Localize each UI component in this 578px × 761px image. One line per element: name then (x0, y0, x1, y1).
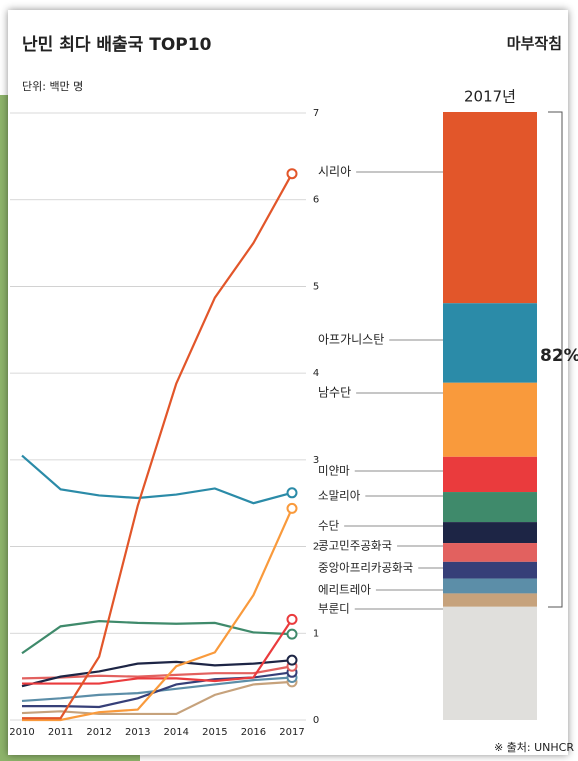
bar-label: 콩고민주공화국 (318, 539, 392, 553)
bar-label: 아프가니스탄 (318, 333, 384, 347)
bar-segment (443, 492, 537, 523)
chart-title: 난민 최다 배출국 TOP10 (22, 35, 212, 55)
bar-label: 남수단 (318, 386, 351, 400)
bar-segment (443, 561, 537, 579)
line (22, 618, 293, 685)
bar-segment (443, 543, 537, 562)
bracket (548, 111, 563, 608)
x-tick-label: 2012 (86, 727, 111, 738)
bar-label: 부룬디 (318, 602, 350, 616)
bar-segment (443, 578, 537, 594)
end-marker (286, 168, 298, 180)
line (22, 507, 294, 722)
share-label: 82% (540, 346, 578, 366)
source: ※ 출처: UNHCR (494, 741, 574, 754)
bar-label: 중앙아프리카공화국 (318, 561, 413, 575)
y-tick-label: 6 (313, 195, 319, 206)
line (21, 454, 293, 505)
line (21, 665, 293, 680)
x-tick-label: 2016 (241, 727, 266, 738)
bar-label: 수단 (318, 519, 340, 533)
x-tick-label: 2013 (125, 727, 150, 738)
bar-segment (443, 606, 537, 720)
end-marker (286, 487, 298, 499)
end-marker (286, 502, 298, 514)
y-tick-label: 2 (313, 542, 319, 553)
y-tick-label: 3 (313, 455, 319, 466)
bar-label: 시리아 (318, 165, 351, 179)
x-tick-label: 2010 (9, 727, 34, 738)
logo: 마부작침 (507, 35, 562, 53)
subtitle: 단위: 백만 명 (22, 80, 83, 93)
bar-label: 미얀마 (318, 464, 350, 478)
bar-segment (443, 382, 537, 457)
line (21, 680, 293, 716)
end-marker (286, 654, 298, 666)
line (21, 620, 293, 655)
bar-segment (443, 112, 537, 304)
bar-segment (443, 522, 537, 544)
line (21, 659, 293, 688)
bar-label: 에리트레아 (318, 583, 371, 597)
y-tick-label: 7 (313, 108, 319, 119)
y-tick-label: 0 (313, 715, 319, 726)
line (22, 173, 293, 720)
bar-segment (443, 303, 537, 383)
x-tick-label: 2014 (164, 727, 189, 738)
y-tick-label: 5 (313, 281, 319, 292)
end-marker (286, 628, 298, 640)
x-tick-label: 2011 (48, 727, 73, 738)
bar-segment (443, 593, 537, 607)
bar-label: 소말리아 (318, 489, 361, 503)
y-tick-label: 4 (313, 368, 319, 379)
bar-title: 2017년 (464, 88, 516, 106)
end-marker (286, 613, 298, 625)
y-tick-label: 1 (313, 628, 319, 639)
x-tick-label: 2015 (202, 727, 227, 738)
bar-segment (443, 456, 537, 493)
x-tick-label: 2017 (279, 727, 304, 738)
